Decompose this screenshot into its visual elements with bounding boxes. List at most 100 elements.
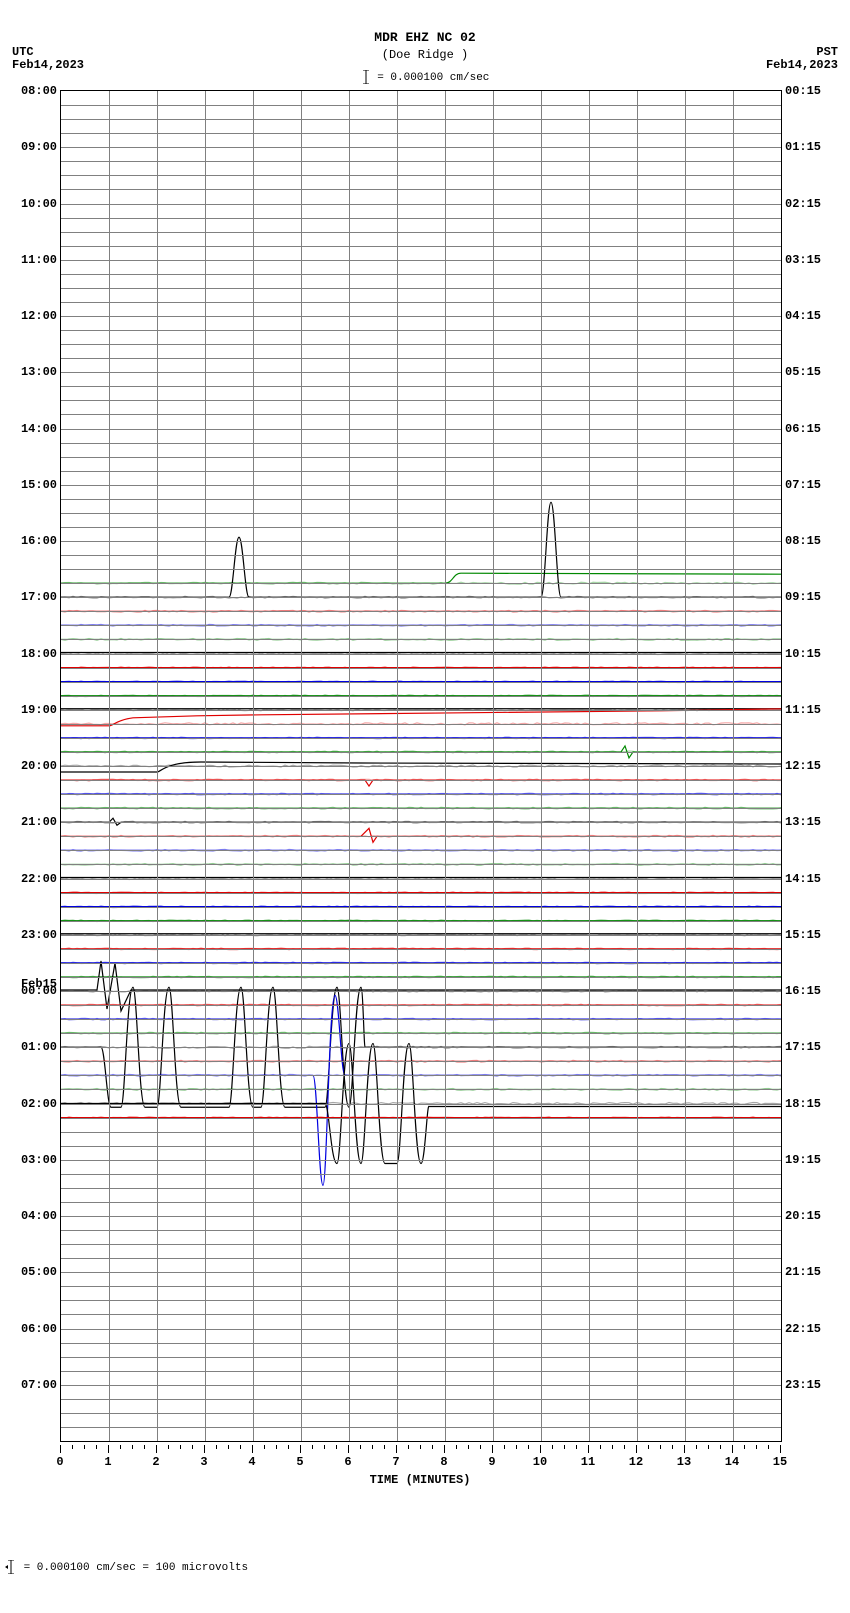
gridline-v xyxy=(253,91,254,1441)
x-tick-minor xyxy=(744,1445,745,1449)
pst-tick: 16:15 xyxy=(785,984,821,998)
x-tick-minor xyxy=(624,1445,625,1449)
x-tick-major xyxy=(204,1445,205,1453)
gridline-h xyxy=(61,1427,781,1428)
x-tick-minor xyxy=(420,1445,421,1449)
gridline-h xyxy=(61,668,781,669)
pst-tick: 01:15 xyxy=(785,140,821,154)
x-tick-minor xyxy=(456,1445,457,1449)
x-tick-major xyxy=(156,1445,157,1453)
gridline-h xyxy=(61,1385,781,1386)
x-tick-major xyxy=(108,1445,109,1453)
gridline-h xyxy=(61,611,781,612)
gridline-h xyxy=(61,569,781,570)
pst-tick: 05:15 xyxy=(785,365,821,379)
gridline-h xyxy=(61,1075,781,1076)
pst-tick: 10:15 xyxy=(785,647,821,661)
gridline-h xyxy=(61,864,781,865)
x-tick-minor xyxy=(180,1445,181,1449)
x-tick-minor xyxy=(648,1445,649,1449)
gridline-h xyxy=(61,1244,781,1245)
x-tick-minor xyxy=(480,1445,481,1449)
pst-tick: 09:15 xyxy=(785,590,821,604)
gridline-h xyxy=(61,147,781,148)
gridline-h xyxy=(61,1272,781,1273)
pst-tick: 20:15 xyxy=(785,1209,821,1223)
gridline-h xyxy=(61,443,781,444)
x-tick-major xyxy=(300,1445,301,1453)
gridline-h xyxy=(61,260,781,261)
utc-tick: 12:00 xyxy=(21,309,57,323)
gridline-h xyxy=(61,1329,781,1330)
x-tick-label: 7 xyxy=(392,1455,399,1469)
x-tick-minor xyxy=(468,1445,469,1449)
x-tick-label: 4 xyxy=(248,1455,255,1469)
pst-tick: 00:15 xyxy=(785,84,821,98)
gridline-h xyxy=(61,822,781,823)
gridline-h xyxy=(61,921,781,922)
gridline-v xyxy=(205,91,206,1441)
gridline-h xyxy=(61,1230,781,1231)
gridline-h xyxy=(61,133,781,134)
x-tick-label: 14 xyxy=(725,1455,739,1469)
gridline-h xyxy=(61,302,781,303)
gridline-h xyxy=(61,400,781,401)
gridline-h xyxy=(61,1258,781,1259)
gridline-h xyxy=(61,780,781,781)
gridline-h xyxy=(61,808,781,809)
gridline-h xyxy=(61,1174,781,1175)
x-tick-minor xyxy=(324,1445,325,1449)
x-tick-label: 9 xyxy=(488,1455,495,1469)
gridline-h xyxy=(61,597,781,598)
utc-tick: 10:00 xyxy=(21,197,57,211)
pst-tick: 22:15 xyxy=(785,1322,821,1336)
gridline-h xyxy=(61,372,781,373)
gridline-h xyxy=(61,794,781,795)
utc-tick: 05:00 xyxy=(21,1265,57,1279)
footer-scale: = 0.000100 cm/sec = 100 microvolts xyxy=(5,1560,248,1574)
pst-tick: 02:15 xyxy=(785,197,821,211)
pst-tick: 04:15 xyxy=(785,309,821,323)
gridline-h xyxy=(61,935,781,936)
seismic-trace xyxy=(61,828,781,842)
utc-tick: 21:00 xyxy=(21,815,57,829)
pst-tick: 13:15 xyxy=(785,815,821,829)
utc-tick: 11:00 xyxy=(21,253,57,267)
x-tick-major xyxy=(732,1445,733,1453)
gridline-h xyxy=(61,288,781,289)
gridline-h xyxy=(61,724,781,725)
gridline-v xyxy=(109,91,110,1441)
gridline-h xyxy=(61,161,781,162)
x-tick-label: 2 xyxy=(152,1455,159,1469)
gridline-h xyxy=(61,429,781,430)
utc-tick: 22:00 xyxy=(21,872,57,886)
gridline-h xyxy=(61,949,781,950)
utc-tick: 03:00 xyxy=(21,1153,57,1167)
gridline-h xyxy=(61,1216,781,1217)
x-tick-label: 6 xyxy=(344,1455,351,1469)
x-tick-minor xyxy=(192,1445,193,1449)
x-tick-minor xyxy=(384,1445,385,1449)
pst-tick: 23:15 xyxy=(785,1378,821,1392)
gridline-h xyxy=(61,1160,781,1161)
x-tick-minor xyxy=(708,1445,709,1449)
x-tick-minor xyxy=(144,1445,145,1449)
gridline-h xyxy=(61,625,781,626)
x-tick-minor xyxy=(528,1445,529,1449)
gridline-h xyxy=(61,499,781,500)
gridline-h xyxy=(61,654,781,655)
station-location: (Doe Ridge ) xyxy=(382,48,468,62)
x-tick-minor xyxy=(168,1445,169,1449)
x-tick-label: 11 xyxy=(581,1455,595,1469)
gridline-h xyxy=(61,105,781,106)
utc-tick: 08:00 xyxy=(21,84,57,98)
gridline-h xyxy=(61,977,781,978)
gridline-h xyxy=(61,1104,781,1105)
pst-tick: 06:15 xyxy=(785,422,821,436)
utc-tick: 09:00 xyxy=(21,140,57,154)
gridline-h xyxy=(61,1300,781,1301)
x-tick-major xyxy=(540,1445,541,1453)
x-tick-minor xyxy=(240,1445,241,1449)
gridline-h xyxy=(61,963,781,964)
x-tick-minor xyxy=(336,1445,337,1449)
